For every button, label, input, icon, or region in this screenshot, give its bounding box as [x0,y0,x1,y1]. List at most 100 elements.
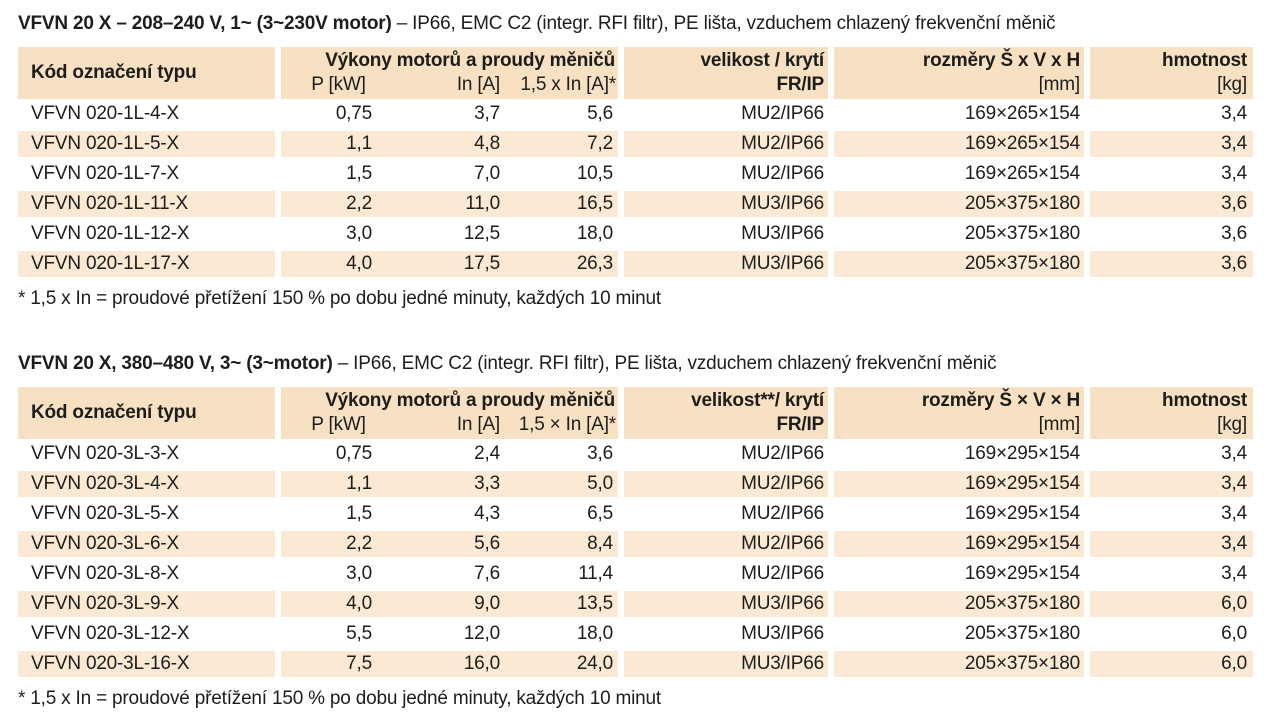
table-row: VFVN 020-1L-12-X 3,0 12,5 18,0 MU3/IP66 … [18,219,1253,249]
cell-power-kw: 4,0 [346,253,372,274]
header-weight: hmotnost [kg] [1090,47,1253,99]
table-title-description: – IP66, EMC C2 (integr. RFI filtr), PE l… [396,13,1056,34]
table-body: VFVN 020-3L-3-X 0,75 2,4 3,6 MU2/IP66 16… [18,439,1253,679]
column-divider [828,649,834,679]
column-divider [275,589,281,619]
cell-current-15in: 16,5 [576,193,613,214]
cell-power-group: 5,5 12,0 18,0 [281,621,618,647]
column-divider [618,619,624,649]
column-divider [275,439,281,469]
column-divider [275,47,281,99]
cell-dimensions: 169×295×154 [964,443,1080,464]
column-divider [828,159,834,189]
header-dimensions-line2: [mm] [1038,414,1081,435]
cell-type-code: VFVN 020-3L-6-X [18,531,275,557]
column-divider [1084,619,1090,649]
header-weight-line1: hmotnost [1162,50,1247,71]
cell-power-kw: 1,5 [346,503,372,524]
cell-power-group: 1,1 3,3 5,0 [281,471,618,497]
header-power-group: Výkony motorů a proudy měničů P [kW] In … [281,387,618,439]
column-divider [618,499,624,529]
header-size-line1: velikost / krytí [700,50,824,71]
cell-current-15in: 24,0 [576,653,613,674]
column-divider [828,439,834,469]
column-divider [828,529,834,559]
cell-current-15in: 26,3 [576,253,613,274]
header-power-group: Výkony motorů a proudy měničů P [kW] In … [281,47,618,99]
cell-current-in: 11,0 [465,193,500,214]
table-row: VFVN 020-3L-3-X 0,75 2,4 3,6 MU2/IP66 16… [18,439,1253,469]
cell-power-kw: 2,2 [346,533,372,554]
catalog-page: VFVN 20 X – 208–240 V, 1~ (3~230V motor)… [18,13,1253,709]
spec-table-3ph: Kód označení typu Výkony motorů a proudy… [18,387,1253,679]
cell-current-15in: 7,2 [587,133,613,154]
column-divider [1084,99,1090,129]
column-divider [275,99,281,129]
cell-size: MU2/IP66 [741,443,824,464]
cell-current-in: 16,0 [463,653,500,674]
cell-power-kw: 7,5 [346,653,372,674]
cell-power-kw: 3,0 [346,563,372,584]
column-divider [275,559,281,589]
column-divider [1084,387,1090,439]
header-weight-line2: [kg] [1217,414,1247,435]
column-divider [618,99,624,129]
table-title: VFVN 20 X, 380–480 V, 3~ (3~motor) – IP6… [18,352,1253,376]
cell-power-group: 4,0 17,5 26,3 [281,251,618,277]
cell-current-in: 12,0 [463,623,500,644]
column-divider [275,387,281,439]
cell-weight: 3,4 [1090,531,1253,557]
cell-weight: 3,4 [1221,503,1247,524]
cell-power-kw: 3,0 [346,223,372,244]
column-divider [618,589,624,619]
cell-power-kw: 4,0 [346,593,372,614]
cell-weight: 3,6 [1090,251,1253,277]
column-divider [618,559,624,589]
cell-size: MU3/IP66 [624,651,828,677]
cell-dimensions: 169×295×154 [834,471,1084,497]
cell-dimensions: 169×295×154 [964,563,1080,584]
cell-power-group: 0,75 3,7 5,6 [281,101,618,127]
column-divider [618,387,624,439]
header-size: velikost / krytí FR/IP [624,47,828,99]
header-size-line2: FR/IP [776,74,824,95]
header-dimensions-line1: rozměry Š × V × H [921,390,1080,411]
header-type-code: Kód označení typu [18,387,275,439]
header-weight: hmotnost [kg] [1090,387,1253,439]
footnote: * 1,5 x In = proudové přetížení 150 % po… [18,288,661,309]
cell-type-code: VFVN 020-1L-17-X [18,251,275,277]
column-divider [618,469,624,499]
cell-weight: 6,0 [1221,623,1247,644]
cell-current-15in: 5,6 [587,103,613,124]
cell-type-code: VFVN 020-3L-8-X [31,563,180,584]
column-divider [828,47,834,99]
cell-weight: 3,4 [1090,131,1253,157]
column-divider [1084,469,1090,499]
cell-size: MU2/IP66 [741,503,824,524]
cell-weight: 3,4 [1090,471,1253,497]
cell-size: MU2/IP66 [624,471,828,497]
column-divider [618,529,624,559]
cell-current-15in: 18,0 [576,623,613,644]
column-divider [275,529,281,559]
cell-type-code: VFVN 020-1L-5-X [18,131,275,157]
cell-current-in: 3,7 [474,103,500,124]
cell-current-in: 4,3 [474,503,500,524]
column-divider [1084,589,1090,619]
column-divider [618,649,624,679]
column-divider [828,99,834,129]
header-sub-15in: 1,5 × In [A]* [518,414,616,435]
column-divider [1084,439,1090,469]
cell-current-15in: 3,6 [587,443,613,464]
cell-current-15in: 10,5 [576,163,613,184]
column-divider [828,189,834,219]
cell-power-group: 4,0 9,0 13,5 [281,591,618,617]
cell-type-code: VFVN 020-3L-5-X [31,503,180,524]
cell-dimensions: 169×295×154 [964,503,1080,524]
column-divider [275,159,281,189]
cell-current-in: 4,8 [474,133,500,154]
cell-type-code: VFVN 020-3L-16-X [18,651,275,677]
cell-dimensions: 169×265×154 [964,163,1080,184]
cell-power-group: 2,2 11,0 16,5 [281,191,618,217]
cell-weight: 6,0 [1090,651,1253,677]
